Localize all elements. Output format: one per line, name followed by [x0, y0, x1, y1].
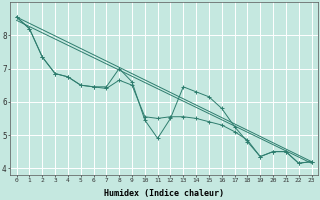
- X-axis label: Humidex (Indice chaleur): Humidex (Indice chaleur): [104, 189, 224, 198]
